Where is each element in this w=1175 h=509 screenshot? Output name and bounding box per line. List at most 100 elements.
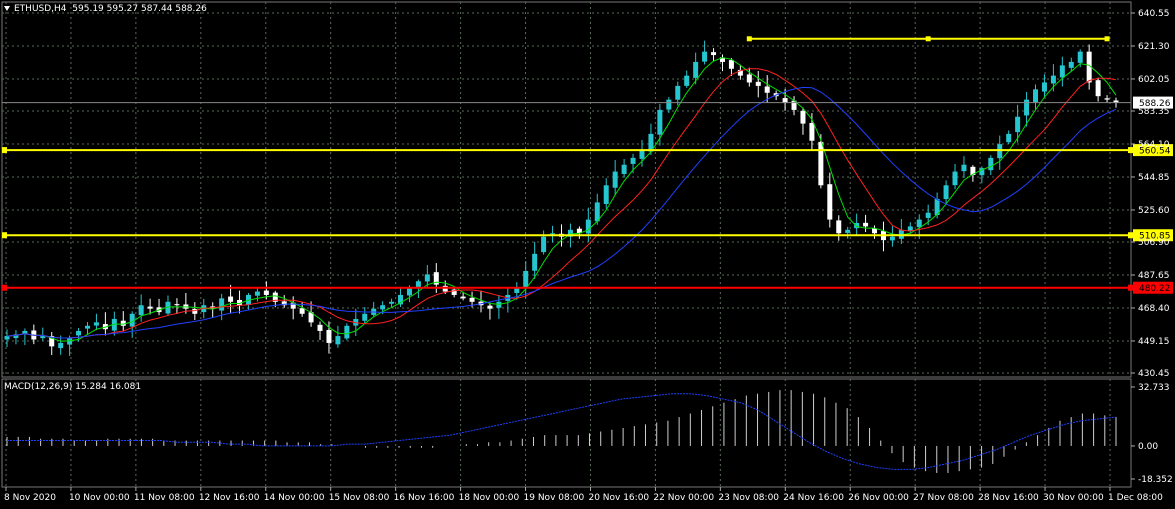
y-tick-label: 640.55 xyxy=(1138,9,1170,19)
x-tick-label: 15 Nov 08:00 xyxy=(329,493,390,503)
current-price-label: 588.26 xyxy=(1139,99,1171,109)
dropdown-triangle-icon[interactable] xyxy=(4,6,10,11)
candle-body xyxy=(791,100,797,110)
candle-body xyxy=(550,233,556,235)
main-plot-frame xyxy=(1,1,1132,378)
candle-body xyxy=(657,109,663,135)
y-tick-label: 430.45 xyxy=(1138,369,1170,379)
candle-body xyxy=(49,336,55,347)
macd-tick-label: 0.00 xyxy=(1138,442,1158,452)
candle-body xyxy=(639,151,645,159)
macd-tick-label: -18.352 xyxy=(1138,475,1173,485)
candle-body xyxy=(389,301,395,304)
candle-body xyxy=(675,85,681,100)
candle-body xyxy=(809,122,815,141)
candle-body xyxy=(424,274,430,282)
price-line-handle xyxy=(1128,232,1133,239)
candle-body xyxy=(84,325,90,329)
candle-body xyxy=(567,229,573,237)
price-line-label: 510.85 xyxy=(1139,232,1171,242)
candle-body xyxy=(702,51,708,62)
x-tick-label: 16 Nov 16:00 xyxy=(394,493,455,503)
candle-body xyxy=(594,202,600,222)
candle-body xyxy=(326,329,332,343)
candle-body xyxy=(406,288,412,296)
x-tick-label: 19 Nov 08:00 xyxy=(524,493,585,503)
y-tick-label: 602.05 xyxy=(1138,75,1170,85)
candle-body xyxy=(800,110,806,124)
candle-body xyxy=(997,144,1003,159)
candle-body xyxy=(818,141,824,186)
candle-body xyxy=(979,168,985,176)
candle-body xyxy=(925,212,931,218)
candle-body xyxy=(93,322,99,326)
candle-body xyxy=(138,305,144,316)
x-tick-label: 28 Nov 16:00 xyxy=(978,493,1039,503)
x-tick-label: 12 Nov 16:00 xyxy=(199,493,260,503)
macd-histogram xyxy=(6,390,1117,473)
candles xyxy=(4,40,1119,356)
price-line-handle xyxy=(2,232,7,239)
candle-body xyxy=(433,272,439,285)
candle-body xyxy=(746,74,752,83)
candle-body xyxy=(1104,98,1110,100)
macd-tick-label: 32.733 xyxy=(1138,383,1170,393)
candle-body xyxy=(129,313,135,327)
x-axis-ticks: 8 Nov 2020 10 Nov 00:00 11 Nov 08:00 12 Nov… xyxy=(4,487,1163,503)
trendline-anchor xyxy=(1104,36,1110,42)
x-tick-label: 8 Nov 2020 xyxy=(4,493,56,503)
candle-body xyxy=(1006,133,1012,143)
candle-body xyxy=(988,157,994,171)
candle-body xyxy=(344,325,350,339)
candle-body xyxy=(585,219,591,234)
candle-body xyxy=(523,270,529,288)
x-tick-label: 26 Nov 00:00 xyxy=(848,493,909,503)
candle-body xyxy=(120,320,126,326)
candle-body xyxy=(1095,80,1101,97)
candle-body xyxy=(541,236,547,253)
candle-body xyxy=(398,294,404,305)
price-line-tag xyxy=(1133,229,1173,242)
y-tick-label: 468.40 xyxy=(1138,304,1170,314)
candle-body xyxy=(532,253,538,271)
candle-body xyxy=(755,81,761,86)
candle-body xyxy=(111,318,117,331)
candle-body xyxy=(1059,65,1065,78)
candle-body xyxy=(648,133,654,152)
candle-body xyxy=(272,292,278,302)
ma-fast-line xyxy=(6,57,1117,342)
candle-body xyxy=(719,57,725,62)
candle-body xyxy=(40,336,46,339)
candle-body xyxy=(192,308,198,314)
y-tick-label: 583.35 xyxy=(1138,107,1170,117)
y-tick-label: 621.30 xyxy=(1138,42,1170,52)
candle-body xyxy=(1033,89,1039,103)
y-tick-label: 449.15 xyxy=(1138,337,1170,347)
candle-body xyxy=(684,75,690,86)
x-tick-label: 24 Nov 16:00 xyxy=(783,493,844,503)
x-tick-label: 27 Nov 08:00 xyxy=(913,493,974,503)
candle-body xyxy=(290,302,296,309)
candle-body xyxy=(13,334,19,339)
candle-body xyxy=(621,164,627,174)
candle-body xyxy=(299,308,305,314)
price-line-tag xyxy=(1133,281,1173,294)
price-line-handle xyxy=(2,284,7,291)
candle-body xyxy=(934,198,940,216)
candle-body xyxy=(943,185,949,200)
candle-body xyxy=(907,226,913,232)
candle-body xyxy=(711,52,717,56)
candle-body xyxy=(666,99,672,110)
macd-header: MACD(12,26,9) 15.284 16.081 xyxy=(4,382,142,392)
candle-body xyxy=(263,290,269,295)
candle-body xyxy=(380,305,386,310)
candle-body xyxy=(952,171,958,186)
candle-body xyxy=(219,298,225,311)
macd-signal-line xyxy=(7,393,1117,470)
candle-body xyxy=(1024,99,1030,116)
candle-body xyxy=(487,305,493,309)
candle-body xyxy=(58,342,64,349)
grid-lines xyxy=(2,2,1131,487)
